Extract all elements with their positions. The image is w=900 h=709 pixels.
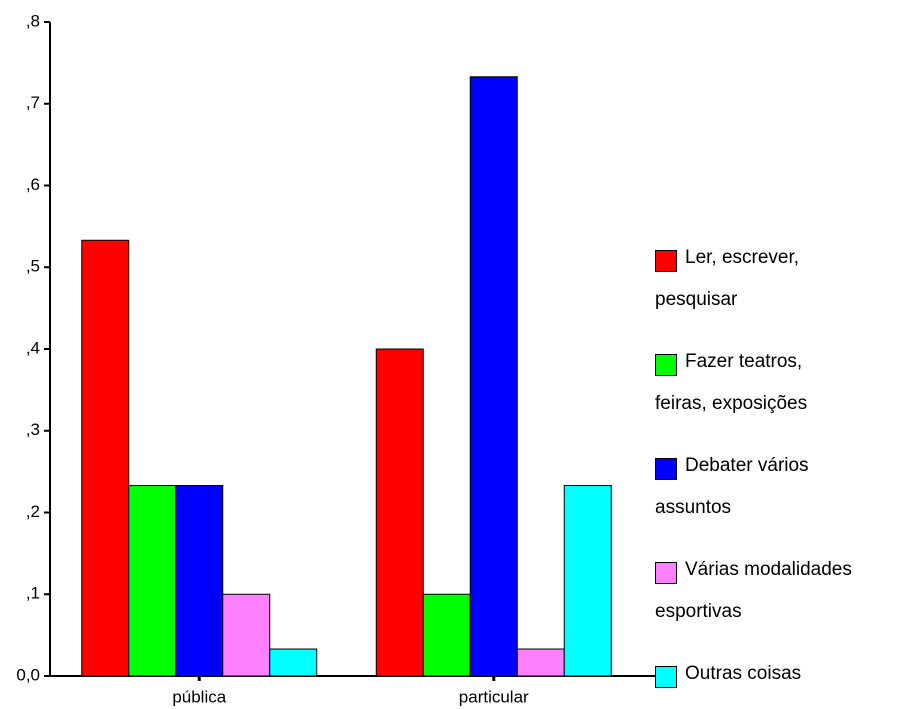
y-tick-label: ,1 xyxy=(26,584,40,603)
legend-label: Várias modalidades esportivas xyxy=(655,559,852,622)
legend-swatch xyxy=(655,354,677,376)
legend-label: Debater vários assuntos xyxy=(655,455,809,518)
y-tick-label: ,7 xyxy=(26,93,40,112)
legend-item: Ler, escrever, pesquisar xyxy=(655,237,855,321)
legend-swatch xyxy=(655,250,677,272)
bar xyxy=(422,593,471,677)
y-tick-label: ,8 xyxy=(26,11,40,30)
legend-item: Debater vários assuntos xyxy=(655,445,855,529)
bar xyxy=(81,239,130,677)
legend-swatch xyxy=(655,562,677,584)
bar xyxy=(175,485,224,677)
legend-item: Fazer teatros, feiras, exposições xyxy=(655,341,855,425)
bar xyxy=(269,648,318,677)
legend-item: Outras coisas xyxy=(655,653,855,695)
legend-label: Ler, escrever, pesquisar xyxy=(655,247,800,310)
legend-label: Outras coisas xyxy=(685,663,802,684)
y-tick-label: ,3 xyxy=(26,420,40,439)
bar xyxy=(222,593,271,677)
legend-item: Várias modalidades esportivas xyxy=(655,549,855,633)
bar xyxy=(375,348,424,677)
x-tick-label: particular xyxy=(459,687,529,706)
legend-swatch xyxy=(655,458,677,480)
y-tick-label: 0,0 xyxy=(16,665,40,684)
bar xyxy=(469,76,518,677)
legend-swatch xyxy=(655,666,677,688)
y-tick-label: ,2 xyxy=(26,502,40,521)
x-tick-label: pública xyxy=(172,687,226,706)
legend-label: Fazer teatros, feiras, exposições xyxy=(655,351,808,414)
bar xyxy=(516,648,565,677)
bar xyxy=(563,485,612,677)
y-tick-label: ,4 xyxy=(26,338,40,357)
y-tick-label: ,5 xyxy=(26,257,40,276)
bar xyxy=(128,485,177,677)
y-tick-label: ,6 xyxy=(26,175,40,194)
